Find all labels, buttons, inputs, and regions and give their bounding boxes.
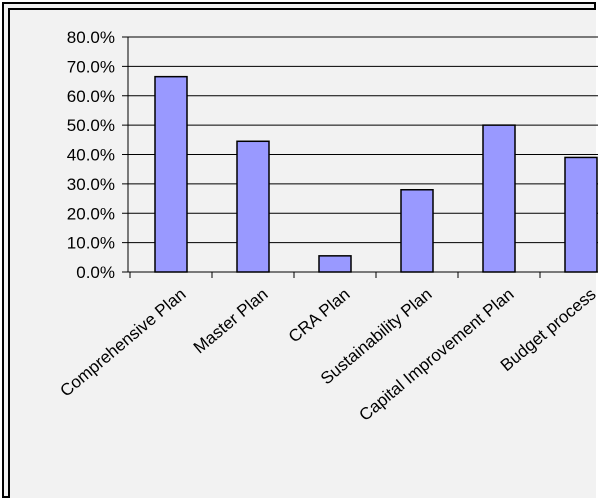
bar: [236, 140, 270, 273]
x-tick-label: CRA Plan: [285, 285, 354, 347]
y-tick-label: 20.0%: [67, 204, 115, 223]
bar: [482, 124, 516, 273]
y-tick-label: 50.0%: [67, 116, 115, 135]
y-tick-label: 60.0%: [67, 87, 115, 106]
x-axis-tick-labels: Comprehensive Plan Master Plan CRA PlanSus…: [56, 285, 598, 425]
x-tick-label: Master Plan: [190, 285, 272, 358]
bar: [154, 75, 188, 273]
y-axis-tick-labels: 0.0% 10.0% 20.0% 30.0% 40.0% 50.0% 60.0% 70.0% 8…: [67, 28, 115, 282]
y-tick-label: 70.0%: [67, 57, 115, 76]
bar: [318, 255, 352, 273]
y-tick-label: 40.0%: [67, 146, 115, 165]
x-tick-label: Comprehensive Plan: [56, 285, 189, 401]
x-tick-label: Capital Improvement Plan: [356, 285, 518, 425]
y-tick-label: 80.0%: [67, 28, 115, 47]
y-tick-label: 30.0%: [67, 175, 115, 194]
axes: [122, 36, 598, 278]
bar: [400, 189, 434, 273]
bar: [564, 156, 598, 273]
gridlines: [128, 36, 598, 244]
bars: [154, 75, 598, 273]
y-tick-label: 0.0%: [76, 263, 115, 282]
y-tick-label: 10.0%: [67, 234, 115, 253]
